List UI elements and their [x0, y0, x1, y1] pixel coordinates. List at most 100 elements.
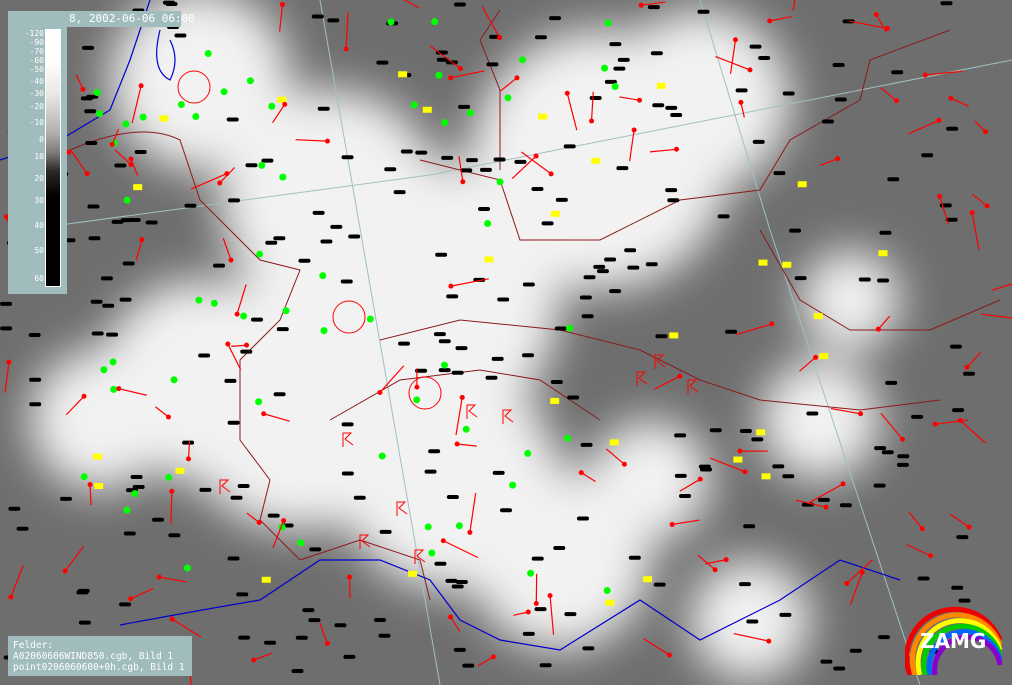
wind-arrow	[231, 344, 247, 347]
cloud-symbol	[553, 545, 566, 550]
cloud-symbol	[119, 297, 132, 302]
rain-symbol	[109, 358, 117, 366]
cloud-symbol	[311, 14, 324, 19]
cloud-symbol	[438, 339, 451, 344]
scale-label: 10	[14, 153, 49, 161]
cloud-symbol	[415, 150, 428, 155]
cloud-symbol	[348, 234, 361, 239]
wind-arrow-head	[8, 594, 14, 600]
wind-arrow-head	[533, 601, 539, 607]
wind-arrow-head	[165, 414, 171, 420]
cloud-symbol	[849, 648, 862, 653]
wind-arrow-head	[732, 37, 738, 43]
wind-arrow	[481, 6, 501, 38]
cloud-symbol	[379, 529, 392, 534]
wind-arrow-head	[564, 90, 570, 96]
cloud-symbol	[82, 45, 95, 50]
wind-arrow	[697, 554, 716, 571]
cloud-symbol	[441, 155, 454, 160]
cloud-symbol	[78, 620, 91, 625]
logo-text: ZAMG	[920, 629, 986, 653]
wind-arrow-head	[823, 504, 829, 510]
wind-arrow-head	[631, 127, 637, 133]
rain-symbol	[95, 110, 103, 118]
cloud-symbol	[273, 236, 286, 241]
cloud-symbol	[453, 2, 466, 7]
cloud-symbol	[237, 484, 250, 489]
cloud-symbol	[604, 257, 617, 262]
wind-arrow-head	[281, 518, 287, 524]
cloud-symbol	[885, 380, 898, 385]
cloud-symbol	[879, 230, 892, 235]
wind-arrow	[345, 12, 349, 50]
wind-arrow-head	[87, 482, 93, 488]
cloud-symbol	[531, 556, 544, 561]
wind-arrow	[653, 375, 681, 390]
cloud-symbol	[122, 261, 135, 266]
cloud-symbol	[779, 612, 792, 617]
cloud-symbol	[717, 214, 730, 219]
wind-arrow-head	[186, 456, 192, 462]
wind-arrow	[236, 284, 247, 315]
fog-symbol	[609, 439, 619, 446]
rain-symbol	[139, 113, 147, 121]
wind-arrow	[4, 361, 10, 393]
wind-arrow	[710, 457, 746, 473]
wind-arrow-head	[497, 35, 503, 41]
wind-arrow	[972, 193, 988, 207]
cloud-symbol	[751, 437, 764, 442]
wind-arrow-head	[343, 46, 349, 52]
wind-arrow	[450, 278, 489, 287]
cloud-symbol	[628, 555, 641, 560]
cloud-symbol	[806, 411, 819, 416]
cloud-symbol	[111, 219, 124, 224]
cloud-symbol	[697, 9, 710, 14]
wind-arrow-head	[548, 171, 554, 177]
cloud-symbol	[453, 647, 466, 652]
cloud-symbol	[236, 592, 249, 597]
wind-arrow	[880, 412, 903, 440]
wind-arrow	[111, 128, 120, 145]
cloud-symbol	[951, 585, 964, 590]
cloud-symbol	[341, 471, 354, 476]
cloud-symbol	[877, 278, 890, 283]
cloud-symbol	[174, 33, 187, 38]
wind-arrow-head	[747, 67, 753, 73]
rain-symbol	[462, 425, 470, 433]
wind-arrow	[846, 559, 873, 584]
rain-symbol	[527, 569, 535, 577]
thunderstorm-symbol	[219, 479, 231, 494]
cloud-symbol	[896, 462, 909, 467]
cloud-symbol	[773, 171, 786, 176]
cloud-symbol	[415, 368, 428, 373]
cloud-symbol	[725, 329, 738, 334]
cloud-symbol	[230, 495, 243, 500]
wind-arrow	[65, 395, 85, 416]
cloud-symbol	[580, 442, 593, 447]
wind-arrow	[227, 343, 242, 370]
fog-symbol	[797, 181, 807, 188]
fog-symbol	[93, 453, 103, 460]
wind-arrow-head	[858, 411, 864, 417]
wind-arrow	[222, 237, 232, 261]
cloud-symbol	[698, 464, 711, 469]
cloud-symbol	[897, 454, 910, 459]
wind-arrow	[443, 540, 479, 559]
rain-symbol	[319, 272, 327, 280]
cloud-symbol	[460, 168, 473, 173]
cloud-symbol	[834, 97, 847, 102]
rain-symbol	[366, 315, 374, 323]
wind-arrow-head	[440, 538, 446, 544]
wind-arrow-head	[844, 580, 850, 586]
rain-symbol	[496, 178, 504, 186]
wind-arrow	[629, 129, 635, 162]
cloud-symbol	[582, 646, 595, 651]
cloud-symbol	[29, 377, 42, 382]
wind-arrow	[457, 443, 477, 447]
cloud-symbol	[59, 496, 72, 501]
wind-arrow-head	[859, 569, 865, 575]
cloud-symbol	[114, 163, 127, 168]
wind-arrow-head	[875, 326, 881, 332]
scale-label: -60	[14, 57, 49, 65]
